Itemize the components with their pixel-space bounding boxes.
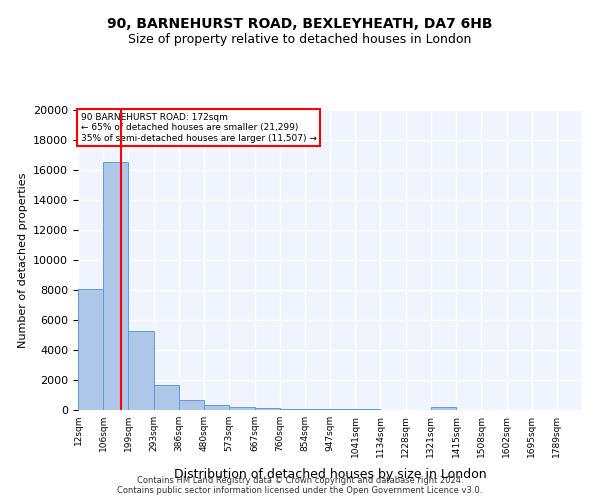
Bar (103, 162, 128, 410)
Bar (431, 407, 456, 410)
Bar (128, 330, 154, 410)
Bar (280, 409, 305, 410)
Text: 90, BARNEHURST ROAD, BEXLEYHEATH, DA7 6HB: 90, BARNEHURST ROAD, BEXLEYHEATH, DA7 6H… (107, 18, 493, 32)
Bar (305, 409, 330, 410)
Text: Contains HM Land Registry data © Crown copyright and database right 2024.
Contai: Contains HM Land Registry data © Crown c… (118, 476, 482, 495)
Bar (179, 400, 204, 410)
Text: Size of property relative to detached houses in London: Size of property relative to detached ho… (128, 32, 472, 46)
Bar (204, 405, 229, 410)
Y-axis label: Number of detached properties: Number of detached properties (17, 172, 28, 348)
Bar (229, 407, 254, 410)
Text: 90 BARNEHURST ROAD: 172sqm
← 65% of detached houses are smaller (21,299)
35% of : 90 BARNEHURST ROAD: 172sqm ← 65% of deta… (80, 113, 317, 143)
X-axis label: Distribution of detached houses by size in London: Distribution of detached houses by size … (173, 468, 487, 481)
Bar (330, 409, 355, 410)
Bar (254, 408, 280, 410)
Bar (78, 288, 103, 410)
Bar (154, 384, 179, 410)
